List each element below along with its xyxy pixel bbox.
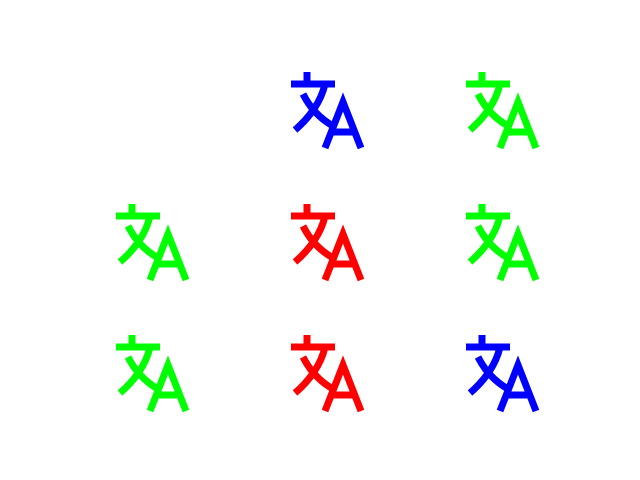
translate-icon: [285, 66, 375, 156]
translate-icon: [460, 329, 550, 419]
translate-icon: [110, 329, 200, 419]
translate-icon: [460, 66, 550, 156]
translate-icon: [110, 198, 200, 288]
translate-icon: [285, 198, 375, 288]
translate-icon: [460, 198, 550, 288]
translate-icon: [285, 329, 375, 419]
